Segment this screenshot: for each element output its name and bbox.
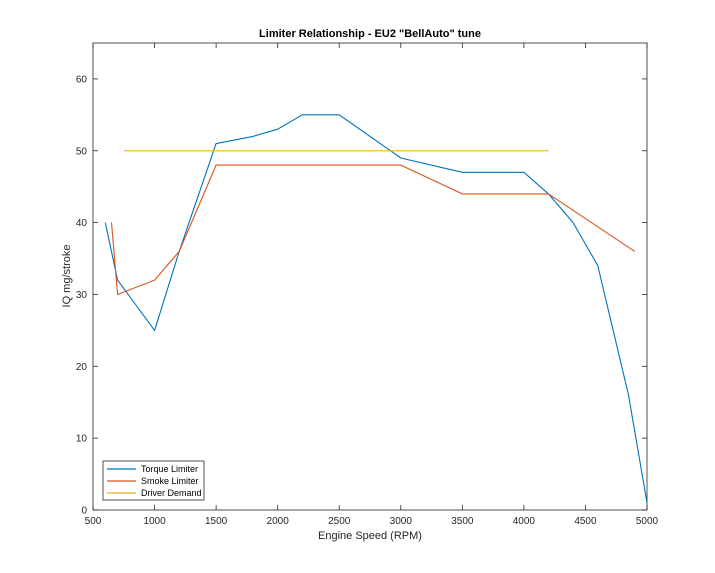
x-tick-label: 2000 xyxy=(267,516,290,527)
x-axis-label: Engine Speed (RPM) xyxy=(318,530,422,542)
plot-area xyxy=(92,42,648,511)
x-tick-label: 5000 xyxy=(636,516,659,527)
x-tick-label: 4500 xyxy=(574,516,597,527)
y-tick-label: 60 xyxy=(76,74,88,85)
series-line-smoke-limiter xyxy=(110,164,636,296)
x-tick-label: 2500 xyxy=(328,516,351,527)
x-tick-label: 4000 xyxy=(513,516,536,527)
y-tick-label: 10 xyxy=(76,434,88,445)
series-lines xyxy=(104,114,648,503)
y-tick-label: 40 xyxy=(76,218,88,229)
legend-label-smoke-limiter: Smoke Limiter xyxy=(141,476,199,486)
x-tick-label: 3000 xyxy=(390,516,413,527)
y-axis-label: IQ mg/stroke xyxy=(61,245,73,308)
x-tick-label: 3500 xyxy=(451,516,474,527)
y-tick-label: 0 xyxy=(81,506,87,517)
axis-ticks: 500 1000 1500 2000 2500 3000 3500 4000 4500 5000 0… xyxy=(76,43,659,527)
y-tick-label: 50 xyxy=(76,146,88,157)
y-tick-label: 30 xyxy=(76,290,88,301)
x-tick-label: 1500 xyxy=(205,516,228,527)
legend-label-driver-demand: Driver Demand xyxy=(141,488,202,498)
x-tick-label: 500 xyxy=(85,516,102,527)
legend: Torque Limiter Smoke Limiter Driver Demand xyxy=(102,460,205,501)
legend-label-torque-limiter: Torque Limiter xyxy=(141,464,198,474)
y-tick-label: 20 xyxy=(76,362,88,373)
x-tick-label: 1000 xyxy=(143,516,166,527)
series-line-torque-limiter xyxy=(104,114,648,503)
chart-title: Limiter Relationship - EU2 "BellAuto" tu… xyxy=(259,28,481,40)
